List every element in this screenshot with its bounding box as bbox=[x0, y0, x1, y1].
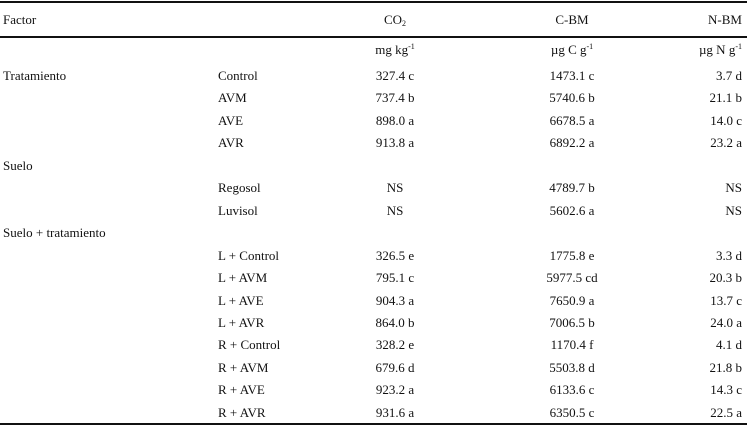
row-nbm: NS bbox=[725, 180, 742, 196]
row-cbm: 6678.5 a bbox=[549, 112, 595, 128]
table-row: L + AVE 904.3 a 7650.9 a 13.7 c bbox=[0, 290, 747, 312]
row-level: R + AVM bbox=[218, 359, 269, 375]
table-row: Tratamiento Control 327.4 c 1473.1 c 3.7 d bbox=[0, 65, 747, 87]
table-row: R + AVE 923.2 a 6133.6 c 14.3 c bbox=[0, 379, 747, 401]
row-nbm: 3.7 d bbox=[716, 68, 742, 83]
row-level: R + AVE bbox=[218, 382, 265, 398]
row-cbm: 1473.1 c bbox=[549, 68, 595, 83]
row-co2: 904.3 a bbox=[375, 292, 415, 308]
row-level: R + AVR bbox=[218, 404, 266, 420]
row-co2: NS bbox=[386, 202, 404, 218]
unit-cbm: µg C g-1 bbox=[522, 39, 622, 61]
row-cbm: 6350.5 c bbox=[549, 404, 595, 420]
row-cbm: 5503.8 d bbox=[549, 359, 595, 375]
row-cbm: 7006.5 b bbox=[549, 314, 595, 330]
header-co2: CO2 bbox=[345, 9, 445, 35]
header-co2-sub: 2 bbox=[402, 19, 407, 28]
row-cbm: 6133.6 c bbox=[549, 382, 595, 398]
row-co2: 326.5 e bbox=[375, 247, 415, 263]
row-level: Regosol bbox=[218, 180, 261, 196]
table-row: R + AVM 679.6 d 5503.8 d 21.8 b bbox=[0, 357, 747, 379]
unit-cbm-text: µg C g bbox=[550, 42, 587, 57]
row-co2: 795.1 c bbox=[375, 270, 415, 286]
unit-co2-text: mg kg bbox=[375, 42, 409, 57]
table-row: AVE 898.0 a 6678.5 a 14.0 c bbox=[0, 110, 747, 132]
row-level: AVR bbox=[218, 135, 244, 151]
row-level: Control bbox=[218, 68, 258, 83]
row-nbm: 21.8 b bbox=[709, 359, 743, 375]
row-nbm: 14.3 c bbox=[710, 382, 742, 398]
row-factor: Tratamiento bbox=[3, 68, 67, 83]
table-row: L + Control 326.5 e 1775.8 e 3.3 d bbox=[0, 245, 747, 267]
row-nbm: 22.5 a bbox=[710, 404, 742, 420]
unit-co2-exp: -1 bbox=[408, 42, 415, 51]
table-row: Luvisol NS 5602.6 a NS bbox=[0, 200, 747, 222]
row-co2: 898.0 a bbox=[375, 112, 415, 128]
row-nbm: 3.3 d bbox=[716, 247, 742, 263]
row-nbm: 13.7 c bbox=[710, 292, 742, 308]
row-nbm: 24.0 a bbox=[710, 314, 742, 330]
row-level: L + AVM bbox=[218, 270, 268, 286]
row-co2: 327.4 c bbox=[375, 68, 415, 83]
table-row: R + Control 328.2 e 1170.4 f 4.1 d bbox=[0, 334, 747, 356]
row-cbm: 1775.8 e bbox=[549, 247, 595, 263]
row-factor: Suelo bbox=[3, 157, 33, 173]
row-co2: 737.4 b bbox=[375, 90, 415, 106]
top-rule bbox=[0, 1, 747, 3]
row-level: L + AVR bbox=[218, 314, 265, 330]
row-nbm: 21.1 b bbox=[709, 90, 743, 106]
row-nbm: 4.1 d bbox=[716, 337, 742, 353]
table-row: AVR 913.8 a 6892.2 a 23.2 a bbox=[0, 132, 747, 154]
header-factor: Factor bbox=[3, 12, 37, 27]
row-nbm: NS bbox=[725, 202, 742, 218]
row-nbm: 23.2 a bbox=[710, 135, 742, 151]
row-nbm: 14.0 c bbox=[710, 112, 742, 128]
row-level: L + Control bbox=[218, 247, 280, 263]
header-row: Factor CO2 C-BM N-BM bbox=[0, 9, 747, 31]
row-co2: 931.6 a bbox=[375, 404, 415, 420]
table-row: Regosol NS 4789.7 b NS bbox=[0, 177, 747, 199]
row-level: R + Control bbox=[218, 337, 281, 353]
unit-nbm-exp: -1 bbox=[735, 42, 742, 51]
row-nbm: 20.3 b bbox=[709, 270, 743, 286]
header-rule bbox=[0, 36, 747, 38]
row-co2: 864.0 b bbox=[375, 314, 415, 330]
unit-cbm-exp: -1 bbox=[586, 42, 594, 51]
table-row: R + AVR 931.6 a 6350.5 c 22.5 a bbox=[0, 402, 747, 424]
header-nbm: N-BM bbox=[708, 12, 742, 27]
table-row: AVM 737.4 b 5740.6 b 21.1 b bbox=[0, 87, 747, 109]
row-cbm: 1170.4 f bbox=[550, 337, 594, 353]
unit-nbm: µg N g-1 bbox=[699, 39, 742, 61]
row-level: L + AVE bbox=[218, 292, 264, 308]
units-row: mg kg-1 µg C g-1 µg N g-1 bbox=[0, 39, 747, 61]
bottom-rule bbox=[0, 423, 747, 425]
header-co2-text: CO bbox=[383, 12, 403, 27]
row-cbm: 5740.6 b bbox=[549, 90, 595, 106]
table-row: Suelo + tratamiento bbox=[0, 222, 747, 244]
table-row: L + AVR 864.0 b 7006.5 b 24.0 a bbox=[0, 312, 747, 334]
row-co2: 913.8 a bbox=[375, 135, 415, 151]
row-cbm: 5977.5 cd bbox=[546, 270, 598, 286]
row-cbm: 4789.7 b bbox=[549, 180, 595, 196]
unit-nbm-text: µg N g bbox=[698, 42, 736, 57]
row-level: AVM bbox=[218, 90, 247, 106]
header-cbm: C-BM bbox=[555, 12, 589, 27]
table-row: L + AVM 795.1 c 5977.5 cd 20.3 b bbox=[0, 267, 747, 289]
table-row: Suelo bbox=[0, 155, 747, 177]
row-level: Luvisol bbox=[218, 202, 258, 218]
row-co2: 679.6 d bbox=[375, 359, 415, 375]
row-co2: NS bbox=[386, 180, 404, 196]
row-co2: 923.2 a bbox=[375, 382, 415, 398]
row-cbm: 6892.2 a bbox=[549, 135, 595, 151]
row-co2: 328.2 e bbox=[375, 337, 415, 353]
row-cbm: 7650.9 a bbox=[549, 292, 595, 308]
row-cbm: 5602.6 a bbox=[549, 202, 595, 218]
row-level: AVE bbox=[218, 112, 244, 128]
unit-co2: mg kg-1 bbox=[345, 39, 445, 61]
row-factor: Suelo + tratamiento bbox=[3, 225, 106, 241]
